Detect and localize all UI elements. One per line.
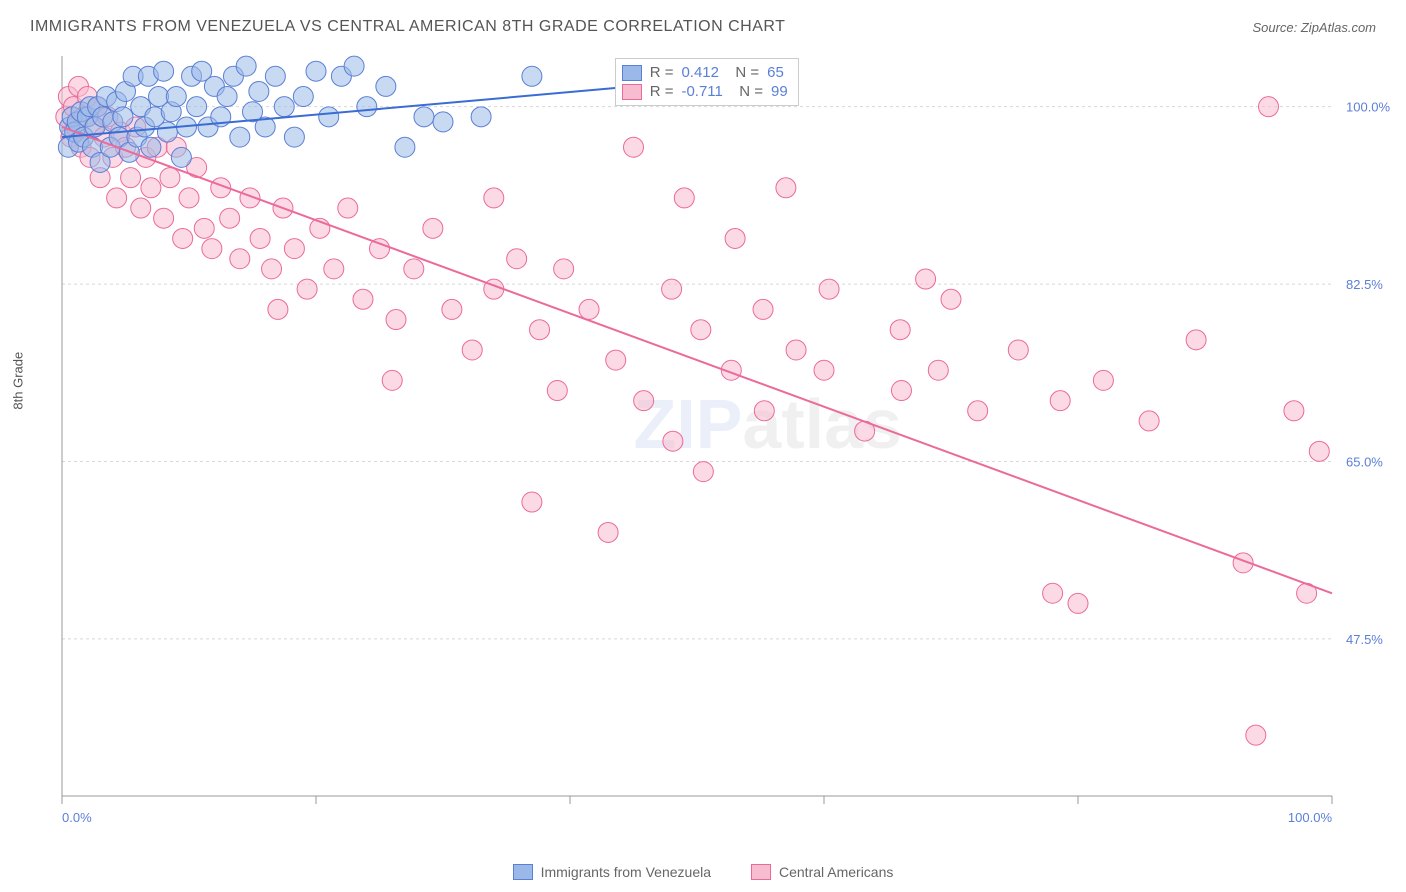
legend-item-central: Central Americans [751,864,893,880]
legend-swatch [622,84,642,100]
legend-label: Central Americans [779,864,893,880]
legend-swatch [513,864,533,880]
svg-text:47.5%: 47.5% [1346,632,1383,647]
stat-row-venezuela: R = 0.412 N = 65 [622,63,788,82]
stat-row-central: R = -0.711 N = 99 [622,82,788,101]
y-axis-label: 8th Grade [11,352,26,410]
svg-text:100.0%: 100.0% [1288,810,1333,825]
bottom-legend: Immigrants from Venezuela Central America… [0,864,1406,880]
svg-text:100.0%: 100.0% [1346,100,1391,115]
source-label: Source: ZipAtlas.com [1252,20,1376,35]
scatter-plot: 100.0%82.5%65.0%47.5%0.0%100.0%ZIPatlas [52,46,1406,826]
chart-container: 8th Grade 100.0%82.5%65.0%47.5%0.0%100.0… [52,46,1376,816]
legend-swatch [751,864,771,880]
svg-text:65.0%: 65.0% [1346,454,1383,469]
svg-text:0.0%: 0.0% [62,810,92,825]
chart-title: IMMIGRANTS FROM VENEZUELA VS CENTRAL AME… [30,18,785,36]
svg-text:82.5%: 82.5% [1346,277,1383,292]
legend-label: Immigrants from Venezuela [541,864,711,880]
legend-swatch [622,65,642,81]
legend-item-venezuela: Immigrants from Venezuela [513,864,711,880]
correlation-stats-box: R = 0.412 N = 65R = -0.711 N = 99 [615,58,799,106]
